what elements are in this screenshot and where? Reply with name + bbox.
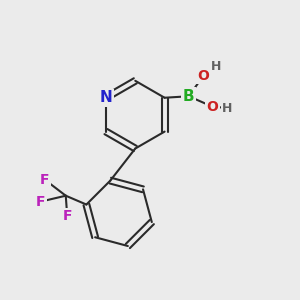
Text: O: O	[206, 100, 218, 114]
Text: H: H	[211, 60, 221, 73]
Text: O: O	[197, 69, 209, 83]
Text: B: B	[183, 89, 195, 104]
Text: F: F	[62, 209, 72, 223]
Text: F: F	[36, 195, 46, 208]
Text: H: H	[222, 101, 232, 115]
Text: F: F	[40, 172, 49, 187]
Text: N: N	[100, 90, 112, 105]
